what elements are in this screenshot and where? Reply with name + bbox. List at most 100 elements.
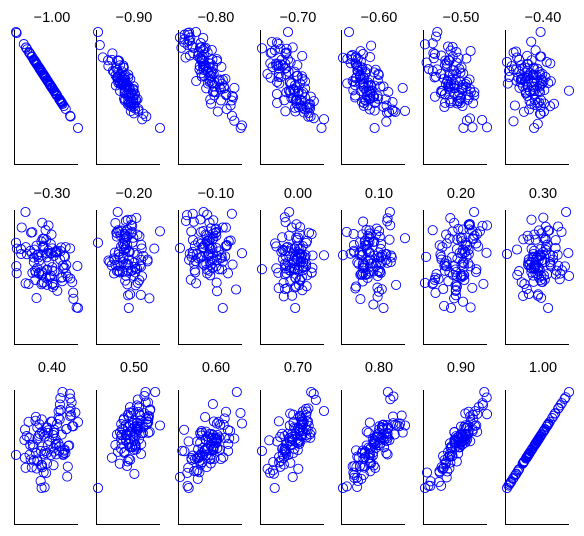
data-point bbox=[529, 122, 540, 134]
data-point bbox=[138, 108, 149, 119]
data-point bbox=[385, 256, 396, 268]
data-point bbox=[441, 255, 452, 266]
data-point bbox=[128, 94, 139, 105]
data-point bbox=[187, 208, 198, 219]
data-point bbox=[284, 206, 295, 218]
data-point bbox=[427, 38, 438, 49]
data-point bbox=[209, 77, 220, 88]
data-point bbox=[374, 267, 385, 278]
data-point bbox=[20, 242, 31, 253]
panel-title: 0.60 bbox=[202, 360, 230, 376]
data-point bbox=[450, 290, 461, 301]
panel-title: 0.50 bbox=[120, 360, 148, 376]
data-point bbox=[397, 82, 408, 94]
data-point bbox=[375, 81, 386, 92]
data-point bbox=[61, 423, 72, 434]
data-point bbox=[502, 78, 513, 89]
data-point bbox=[308, 388, 319, 399]
data-point bbox=[10, 237, 22, 248]
data-point bbox=[174, 243, 186, 254]
data-point bbox=[560, 392, 571, 403]
data-point bbox=[227, 259, 238, 270]
data-point bbox=[57, 272, 68, 283]
data-point bbox=[41, 234, 52, 245]
data-point bbox=[348, 85, 359, 96]
data-point bbox=[454, 247, 465, 258]
data-point bbox=[536, 255, 547, 266]
data-point bbox=[440, 59, 451, 70]
data-point bbox=[382, 257, 393, 268]
data-point bbox=[206, 70, 217, 81]
scatter-panel: −0.30 bbox=[10, 186, 84, 345]
data-point bbox=[217, 302, 228, 314]
data-point bbox=[526, 77, 537, 88]
data-point bbox=[193, 237, 204, 248]
data-point bbox=[223, 439, 234, 450]
data-point bbox=[535, 431, 546, 442]
data-point bbox=[364, 104, 375, 115]
data-point bbox=[443, 276, 454, 287]
data-point bbox=[154, 226, 166, 237]
data-point bbox=[115, 78, 126, 90]
data-point bbox=[522, 50, 533, 61]
data-point bbox=[188, 48, 199, 59]
data-point bbox=[11, 268, 22, 279]
data-point bbox=[547, 413, 558, 424]
panel-title: 1.00 bbox=[529, 360, 557, 376]
data-point bbox=[363, 442, 374, 453]
scatter-panel: 0.10 bbox=[337, 186, 411, 345]
data-point bbox=[481, 392, 492, 403]
data-point bbox=[348, 467, 359, 478]
panel-title: −0.80 bbox=[198, 10, 235, 26]
panel-title: 0.30 bbox=[529, 186, 557, 202]
data-point bbox=[141, 414, 152, 425]
data-point bbox=[443, 41, 454, 52]
data-point bbox=[297, 285, 308, 296]
scatter-panel: −0.10 bbox=[174, 186, 248, 345]
data-point bbox=[341, 481, 352, 492]
data-point bbox=[31, 58, 42, 69]
data-point bbox=[437, 241, 448, 253]
data-point bbox=[126, 441, 137, 452]
panel-title: −0.50 bbox=[443, 10, 480, 26]
panel-title: −1.00 bbox=[34, 10, 71, 26]
data-point bbox=[51, 439, 62, 450]
data-point bbox=[544, 225, 555, 236]
data-point bbox=[207, 399, 218, 410]
data-point bbox=[563, 386, 575, 398]
data-point bbox=[57, 386, 68, 398]
data-point bbox=[193, 451, 204, 462]
data-point bbox=[182, 480, 193, 492]
data-point bbox=[521, 284, 532, 295]
data-point bbox=[281, 43, 292, 54]
data-point bbox=[269, 45, 280, 56]
data-point bbox=[356, 74, 367, 85]
data-point bbox=[273, 283, 284, 294]
data-point bbox=[447, 446, 458, 457]
data-point bbox=[555, 268, 566, 279]
data-point bbox=[451, 47, 462, 58]
data-point bbox=[112, 65, 123, 76]
data-point bbox=[365, 466, 376, 477]
data-point bbox=[508, 472, 519, 484]
data-point bbox=[124, 84, 135, 95]
data-point bbox=[273, 416, 284, 427]
data-point bbox=[450, 437, 461, 448]
data-point bbox=[55, 246, 66, 257]
data-point bbox=[207, 262, 218, 274]
data-point bbox=[279, 269, 291, 280]
data-point bbox=[296, 88, 307, 99]
data-point bbox=[363, 230, 374, 241]
data-point bbox=[358, 79, 369, 90]
data-point bbox=[186, 226, 197, 237]
panel-title: −0.90 bbox=[116, 10, 153, 26]
data-point bbox=[123, 302, 134, 314]
data-point bbox=[371, 223, 382, 234]
data-point bbox=[50, 88, 61, 99]
data-point bbox=[36, 279, 47, 290]
data-point bbox=[16, 248, 27, 259]
data-point bbox=[526, 256, 537, 267]
data-point bbox=[204, 217, 215, 228]
data-point bbox=[280, 106, 291, 117]
data-point bbox=[120, 420, 131, 431]
